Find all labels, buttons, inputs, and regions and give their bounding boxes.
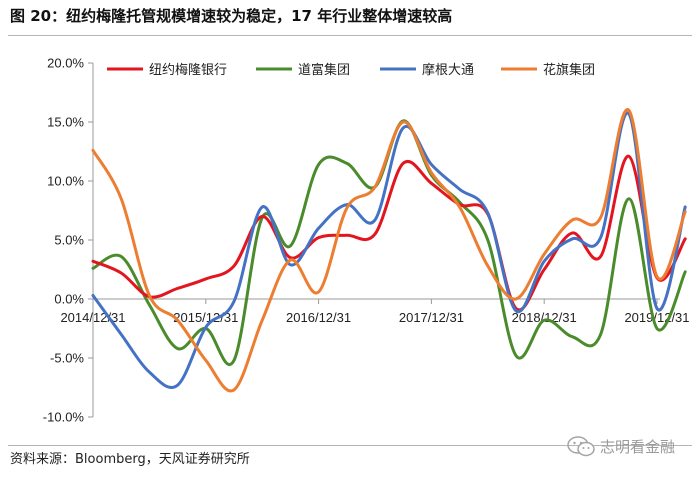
chart-title: 图 20：纽约梅隆托管规模增速较为稳定，17 年行业整体增速较高 xyxy=(10,7,453,25)
x-tick-label: 2017/12/31 xyxy=(399,310,464,325)
legend-label-jpmorgan: 摩根大通 xyxy=(422,62,474,78)
series-line-bny-mellon xyxy=(91,154,687,312)
source-note: 资料来源：Bloomberg，天风证券研究所 xyxy=(10,452,250,467)
x-tick-label: 2019/12/31 xyxy=(624,310,689,325)
watermark: 志明看金融 xyxy=(566,435,675,457)
footer-divider xyxy=(8,445,692,446)
legend-label-state-street: 道富集团 xyxy=(298,62,350,78)
chart-legend: 纽约梅隆银行 道富集团 摩根大通 花旗集团 xyxy=(107,62,595,78)
title-divider xyxy=(8,35,692,36)
x-tick-label: 2018/12/31 xyxy=(512,310,577,325)
y-tick-label: 15.0% xyxy=(47,115,84,130)
line-chart: 20.0% 15.0% 10.0% 5.0% 0.0% -5.0% -10.0% 2014/1… xyxy=(43,56,690,425)
y-tick-label: -10.0% xyxy=(43,410,85,425)
legend-label-bny-mellon: 纽约梅隆银行 xyxy=(149,63,227,78)
y-tick-label: 20.0% xyxy=(47,56,84,71)
y-tick-label: 10.0% xyxy=(47,174,84,189)
y-tick-label: 5.0% xyxy=(54,233,84,248)
chart-axes: 20.0% 15.0% 10.0% 5.0% 0.0% -5.0% -10.0% 2014/1… xyxy=(43,56,690,425)
series-line-jpmorgan xyxy=(91,111,687,389)
x-tick-label: 2016/12/31 xyxy=(286,310,351,325)
x-tick-label: 2014/12/31 xyxy=(60,310,125,325)
watermark-text: 志明看金融 xyxy=(600,437,676,456)
y-tick-label: 0.0% xyxy=(54,292,84,307)
wechat-icon xyxy=(567,436,595,457)
chart-series xyxy=(91,108,687,393)
legend-label-citigroup: 花旗集团 xyxy=(543,62,595,78)
series-line-citigroup xyxy=(91,108,687,393)
y-tick-label: -5.0% xyxy=(50,351,84,366)
